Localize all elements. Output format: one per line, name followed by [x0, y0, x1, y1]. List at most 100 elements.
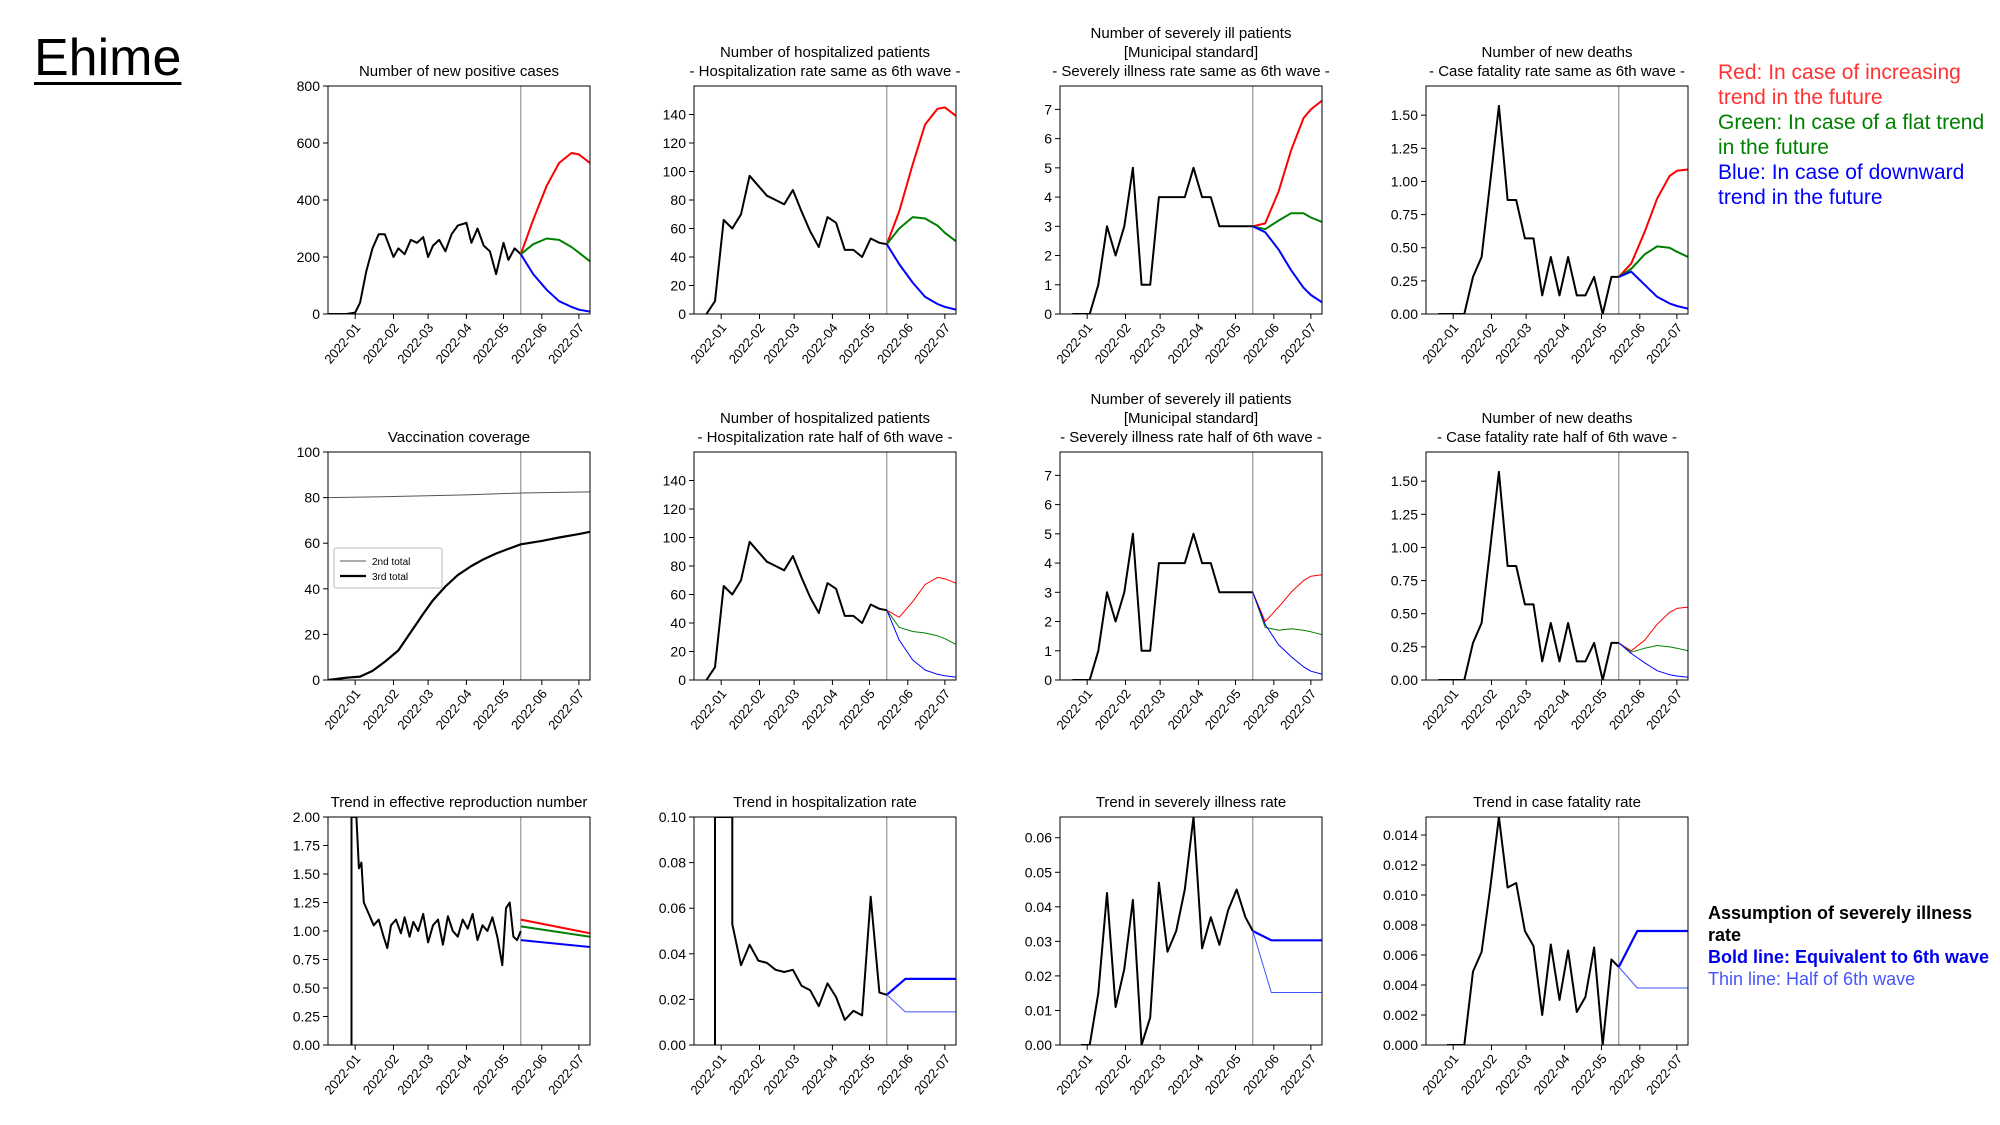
- y-tick-label: 2: [1044, 248, 1052, 264]
- chart-c2: Number of hospitalized patients - Hospita…: [663, 44, 961, 366]
- y-tick-label: 0.08: [659, 855, 686, 871]
- y-tick-label: 1: [1044, 277, 1052, 293]
- chart-c10: Trend in hospitalization rate 0.00 0.02 0.0…: [659, 794, 957, 1097]
- chart-title: Trend in case fatality rate: [1473, 794, 1641, 811]
- x-tick-label: 2022-06: [508, 686, 550, 732]
- y-tick-label: 0.014: [1383, 827, 1418, 843]
- y-tick-label: 4: [1044, 555, 1052, 571]
- series-line-increase: [885, 106, 956, 245]
- x-tick-label: 2022-01: [687, 1051, 729, 1097]
- series-line-observed: [328, 221, 522, 314]
- chart-c1: Number of new positive cases 0 200 400 600 80…: [297, 63, 591, 366]
- y-tick-label: 0.75: [293, 952, 320, 968]
- chart-title: - Case fatality rate same as 6th wave -: [1429, 63, 1685, 80]
- y-tick-label: 0.04: [659, 946, 686, 962]
- x-tick-label: 2022-01: [321, 686, 363, 732]
- y-tick-label: 0.004: [1383, 977, 1418, 993]
- y-tick-label: 1.75: [293, 838, 320, 854]
- y-tick-label: 0.01: [1025, 1002, 1052, 1018]
- series-line-observed: [705, 540, 887, 680]
- y-tick-label: 20: [304, 626, 320, 642]
- x-tick-label: 2022-06: [874, 1051, 916, 1097]
- x-tick-label: 2022-02: [1458, 320, 1500, 366]
- x-tick-label: 2022-07: [911, 686, 953, 732]
- y-tick-label: 0.00: [1025, 1037, 1052, 1053]
- x-tick-label: 2022-06: [1240, 1051, 1282, 1097]
- x-tick-label: 2022-07: [1643, 1051, 1685, 1097]
- series-line-flat: [1618, 642, 1688, 653]
- x-tick-label: 2022-06: [874, 320, 916, 366]
- y-tick-label: 0.00: [1391, 672, 1418, 688]
- series-line-flat: [1252, 592, 1322, 636]
- y-tick-label: 60: [304, 535, 320, 551]
- y-tick-label: 400: [297, 192, 321, 208]
- series-line-flat: [1252, 212, 1322, 231]
- x-tick-label: 2022-05: [1202, 320, 1244, 366]
- chart-title: Number of new deaths: [1482, 410, 1633, 427]
- chart-title: Number of new positive cases: [359, 63, 559, 80]
- series-group: [1072, 532, 1322, 680]
- y-tick-label: 20: [670, 278, 686, 294]
- assumption-note: Assumption of severely illness rate Bold…: [1708, 902, 1993, 990]
- y-tick-label: 600: [297, 135, 321, 151]
- chart-c12: Trend in case fatality rate 0.000 0.002 0.0…: [1383, 794, 1689, 1097]
- plot-frame: [1425, 451, 1689, 681]
- x-tick-label: 2022-06: [1606, 320, 1648, 366]
- series-line-thin: [328, 491, 590, 499]
- y-tick-label: 3: [1044, 584, 1052, 600]
- x-tick-label: 2022-03: [760, 686, 802, 732]
- series-line-observed: [1438, 470, 1619, 680]
- legend-label: 3rd total: [372, 572, 408, 583]
- y-tick-label: 0.10: [659, 809, 686, 825]
- x-tick-label: 2022-05: [470, 1051, 512, 1097]
- y-tick-label: 0.008: [1383, 917, 1418, 933]
- series-group: [350, 817, 590, 1045]
- y-tick-label: 800: [297, 78, 321, 94]
- y-tick-label: 1.50: [293, 866, 320, 882]
- x-tick-label: 2022-07: [1277, 686, 1319, 732]
- x-tick-label: 2022-04: [433, 686, 475, 732]
- chart-title: [Municipal standard]: [1124, 410, 1258, 427]
- x-tick-label: 2022-01: [321, 320, 363, 366]
- y-tick-label: 1.00: [293, 923, 320, 939]
- y-tick-label: 6: [1044, 497, 1052, 513]
- scenario-legend: Red: In case of increasing trend in the …: [1718, 60, 1988, 210]
- x-tick-label: 2022-03: [1492, 1051, 1534, 1097]
- y-tick-label: 0: [312, 672, 320, 688]
- series-line-downward: [520, 939, 590, 948]
- y-tick-label: 0.06: [659, 900, 686, 916]
- x-tick-label: 2022-04: [433, 320, 475, 366]
- series-line-observed: [350, 817, 522, 1045]
- series-group: [714, 817, 956, 1045]
- y-tick-label: 1.00: [1391, 173, 1418, 189]
- series-line-observed: [1447, 817, 1620, 1045]
- x-tick-label: 2022-03: [1126, 686, 1168, 732]
- y-tick-label: 40: [670, 615, 686, 631]
- x-tick-label: 2022-07: [545, 320, 587, 366]
- chart-c11: Trend in severely illness rate 0.00 0.01 0.…: [1025, 794, 1323, 1097]
- x-tick-label: 2022-02: [360, 1051, 402, 1097]
- y-tick-label: 0.50: [1391, 606, 1418, 622]
- plot-frame: [693, 85, 957, 315]
- x-tick-label: 2022-02: [1092, 686, 1134, 732]
- series-line-downward: [1618, 642, 1688, 678]
- series-line-increase: [886, 576, 956, 618]
- series-line-bold: [1252, 930, 1322, 942]
- series-line-downward: [1618, 270, 1688, 310]
- y-tick-label: 0.002: [1383, 1007, 1418, 1023]
- x-tick-label: 2022-07: [1643, 320, 1685, 366]
- plot-frame: [327, 85, 591, 315]
- chart-title: - Severely illness rate half of 6th wave…: [1060, 429, 1322, 446]
- series-line-flat: [886, 609, 956, 645]
- chart-title: - Case fatality rate half of 6th wave -: [1437, 429, 1677, 446]
- x-tick-label: 2022-02: [1458, 1051, 1500, 1097]
- y-tick-label: 100: [663, 530, 687, 546]
- series-line-increase: [1618, 168, 1688, 278]
- x-tick-label: 2022-01: [1419, 1051, 1461, 1097]
- legend-blue-text: Blue: In case of downward trend in the f…: [1718, 161, 1965, 209]
- x-tick-label: 2022-07: [1277, 320, 1319, 366]
- x-tick-label: 2022-02: [726, 1051, 768, 1097]
- y-tick-label: 0.03: [1025, 933, 1052, 949]
- legend-frame: [333, 547, 443, 589]
